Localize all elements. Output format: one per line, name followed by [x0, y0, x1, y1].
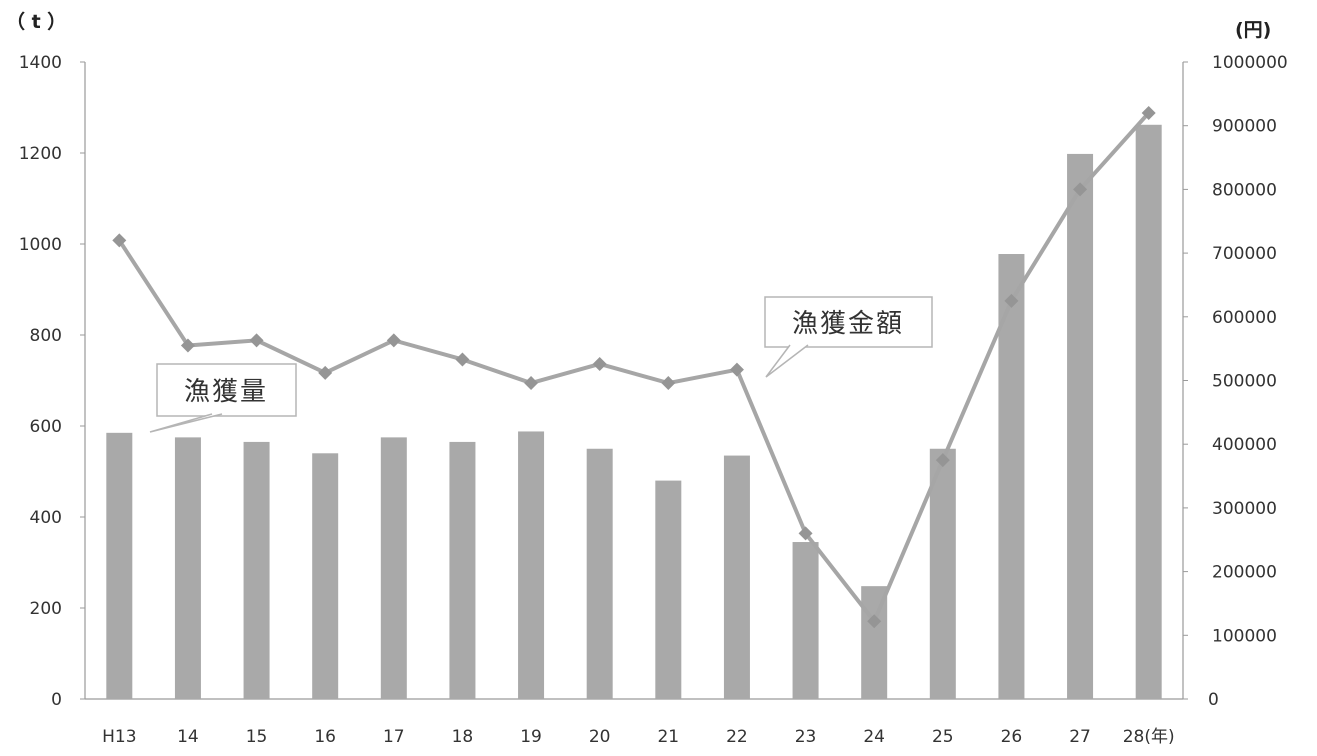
left-axis-tick-label: 200: [30, 599, 62, 619]
amount-marker-20: [592, 356, 607, 371]
amount-marker-18: [455, 352, 470, 367]
left-axis-tick-label: 1200: [19, 144, 62, 164]
right-axis-tick-label: 200000: [1212, 563, 1277, 583]
bar-26: [998, 254, 1025, 699]
amount-marker-19: [524, 376, 539, 391]
x-axis: H13 14 15 16 17 18 19 20 21 22 23 24 25 26 27 28(年): [85, 698, 1183, 747]
left-axis-tick-label: 600: [30, 417, 62, 437]
right-axis-tick-label: 300000: [1212, 499, 1277, 519]
line-group: [112, 105, 1156, 629]
bar-19: [518, 431, 545, 699]
line-series-callout-label: 漁獲金額: [792, 309, 904, 339]
amount-marker-22: [729, 362, 744, 377]
amount-marker-15: [249, 333, 264, 348]
line-series-callout: 漁獲金額: [764, 296, 933, 378]
x-axis-tick-label: 22: [726, 727, 748, 747]
amount-marker-26: [1004, 293, 1019, 308]
right-axis-tick-label: 700000: [1212, 244, 1277, 264]
x-axis-tick-label: 18: [452, 727, 474, 747]
x-axis-tick-label: 27: [1069, 727, 1091, 747]
x-axis-tick-label: 25: [932, 727, 954, 747]
left-axis-tick-label: 1000: [19, 235, 62, 255]
bar-27: [1067, 153, 1094, 699]
x-axis-tick-label: 15: [246, 727, 268, 747]
x-axis-tick-label: 23: [795, 727, 817, 747]
x-axis-tick-label: 20: [589, 727, 611, 747]
left-axis-tick-label: 1400: [19, 53, 62, 73]
bar-17: [380, 437, 407, 699]
right-axis-tick-label: 1000000: [1212, 53, 1288, 73]
amount-marker-H13: [112, 233, 127, 248]
left-axis-tick-label: 0: [51, 690, 62, 710]
x-axis-tick-label: 24: [863, 727, 885, 747]
right-axis-tick-label: 600000: [1212, 308, 1277, 328]
bar-series-callout-box: [156, 363, 297, 417]
right-axis-tick-label: 0: [1208, 690, 1219, 710]
x-axis-tick-label: 21: [657, 727, 679, 747]
bar-25: [929, 448, 956, 699]
amount-marker-23: [798, 526, 813, 541]
x-axis-tick-label: 28(年): [1123, 727, 1175, 747]
x-axis-tick-label: H13: [102, 727, 136, 747]
bar-18: [449, 441, 476, 699]
amount-line: [117, 111, 1151, 624]
bar-16: [312, 453, 339, 699]
amount-marker-16: [318, 365, 333, 380]
right-axis-tick-label: 900000: [1212, 117, 1277, 137]
x-axis-tick-label: 19: [520, 727, 542, 747]
bar-series-callout: 漁獲量: [149, 363, 297, 433]
amount-marker-27: [1073, 182, 1088, 197]
left-axis-tick-label: 800: [30, 326, 62, 346]
line-series-callout-box: [764, 296, 933, 348]
bar-series-callout-pointer: [149, 413, 223, 433]
right-axis-tick-label: 500000: [1212, 372, 1277, 392]
line-series-callout-pointer: [765, 344, 809, 378]
x-axis-tick-label: 26: [1001, 727, 1023, 747]
bar-22: [723, 455, 750, 699]
bar-H13: [106, 432, 133, 699]
x-axis-tick-label: 14: [177, 727, 199, 747]
amount-marker-28(年): [1141, 105, 1156, 120]
left-axis: 0 200 400 600 800 1000 1200 1400: [19, 53, 86, 710]
x-axis-tick-label: 17: [383, 727, 405, 747]
bar-15: [243, 441, 270, 699]
bar-28(年): [1135, 124, 1162, 700]
amount-marker-17: [386, 333, 401, 348]
amount-marker-25: [935, 453, 950, 468]
bars-group: [106, 124, 1162, 700]
left-axis-unit: （ t ）: [6, 10, 66, 33]
amount-marker-21: [661, 376, 676, 391]
x-axis-tick-label: 16: [314, 727, 336, 747]
right-axis-tick-label: 400000: [1212, 435, 1277, 455]
bar-14: [174, 437, 201, 699]
right-axis-unit: (円): [1235, 19, 1271, 41]
amount-marker-14: [180, 338, 195, 353]
left-axis-tick-label: 400: [30, 508, 62, 528]
right-axis-tick-label: 800000: [1212, 180, 1277, 200]
bar-series-callout-label: 漁獲量: [184, 377, 268, 407]
bar-20: [586, 448, 613, 699]
right-axis-tick-label: 100000: [1212, 626, 1277, 646]
right-axis: 0 100000 200000 300000 400000 500000 600000 700…: [1182, 53, 1288, 710]
bar-23: [792, 542, 819, 699]
amount-marker-24: [867, 614, 882, 629]
bar-21: [655, 480, 682, 699]
callouts: 漁獲量 漁獲金額: [149, 296, 933, 433]
